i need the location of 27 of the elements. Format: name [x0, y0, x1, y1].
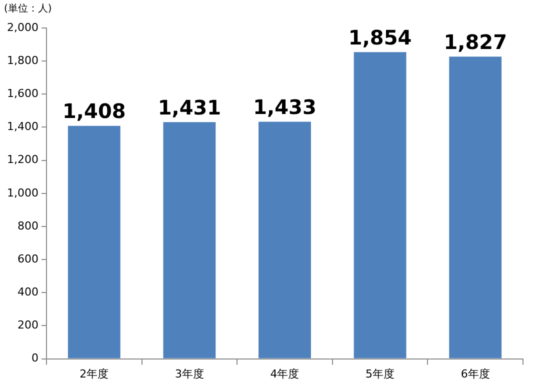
y-tick-label: 1,600	[6, 87, 38, 100]
data-label: 1,408	[62, 99, 126, 124]
bar	[68, 126, 120, 358]
y-tick-label: 1,200	[6, 153, 38, 166]
bar	[354, 52, 406, 358]
y-tick-label: 0	[31, 352, 38, 365]
x-tick-label: 6年度	[460, 367, 490, 380]
y-tick-label: 800	[17, 219, 38, 232]
y-tick-label: 1,800	[6, 54, 38, 67]
x-tick-label: 5年度	[366, 367, 395, 380]
text: (単位：人)	[4, 2, 52, 15]
y-tick-label: 1,000	[6, 186, 38, 200]
data-label: 1,433	[253, 94, 316, 119]
y-tick-label: 2,000	[6, 20, 38, 34]
x-tick-label: 2年度	[80, 367, 109, 380]
x-tick-label: 3年度	[174, 367, 204, 380]
bar	[449, 56, 502, 358]
bar	[163, 122, 216, 358]
data-label: 1,431	[158, 95, 222, 120]
y-tick-label: 200	[17, 318, 38, 332]
y-tick-label: 1,400	[6, 120, 38, 134]
bar	[258, 122, 311, 358]
x-tick-label: 4年度	[270, 367, 300, 380]
data-label: 1,854	[348, 25, 412, 50]
data-label: 1,827	[444, 30, 507, 54]
y-tick-label: 400	[17, 286, 38, 298]
y-tick-label: 600	[17, 252, 38, 266]
